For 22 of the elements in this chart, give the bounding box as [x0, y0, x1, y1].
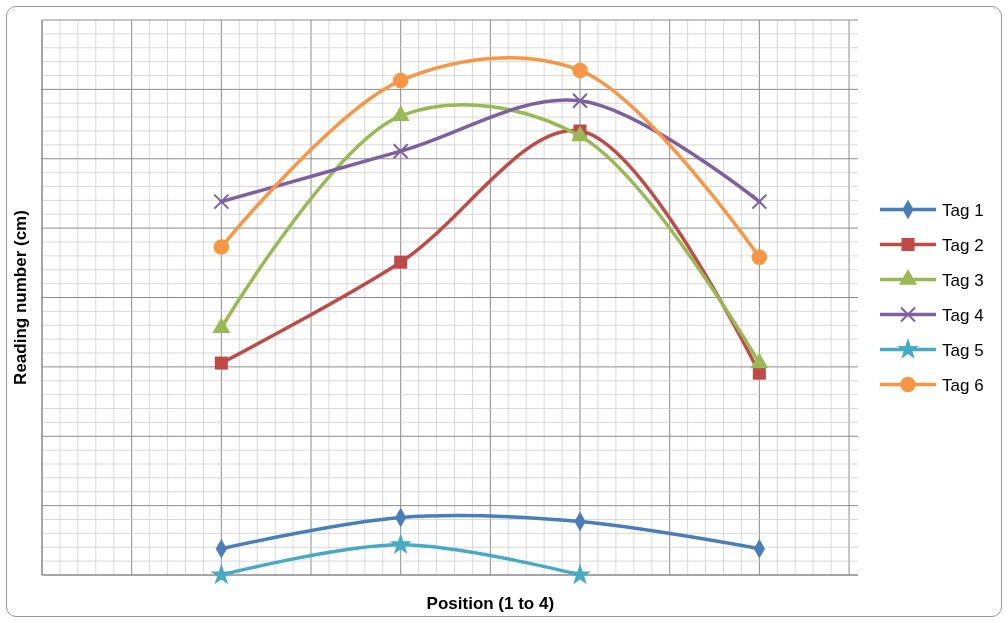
point	[751, 193, 768, 210]
y-axis-title: Reading number (cm)	[11, 210, 30, 385]
point	[572, 92, 589, 109]
legend-label: Tag 5	[942, 340, 984, 360]
legend-label: Tag 6	[942, 375, 984, 395]
legend-label: Tag 4	[942, 305, 984, 325]
legend-label: Tag 3	[942, 270, 984, 290]
point	[751, 249, 768, 265]
point	[389, 533, 412, 555]
point	[392, 72, 409, 89]
point	[572, 62, 588, 79]
legend-label: Tag 1	[942, 200, 984, 220]
point	[210, 563, 233, 585]
point	[213, 193, 230, 210]
point	[214, 356, 228, 370]
point	[752, 366, 766, 380]
point	[569, 563, 592, 585]
x-axis-title: Position (1 to 4)	[426, 594, 555, 613]
point	[392, 143, 409, 160]
point	[394, 255, 408, 269]
legend-label: Tag 2	[942, 235, 984, 255]
point	[213, 239, 230, 255]
